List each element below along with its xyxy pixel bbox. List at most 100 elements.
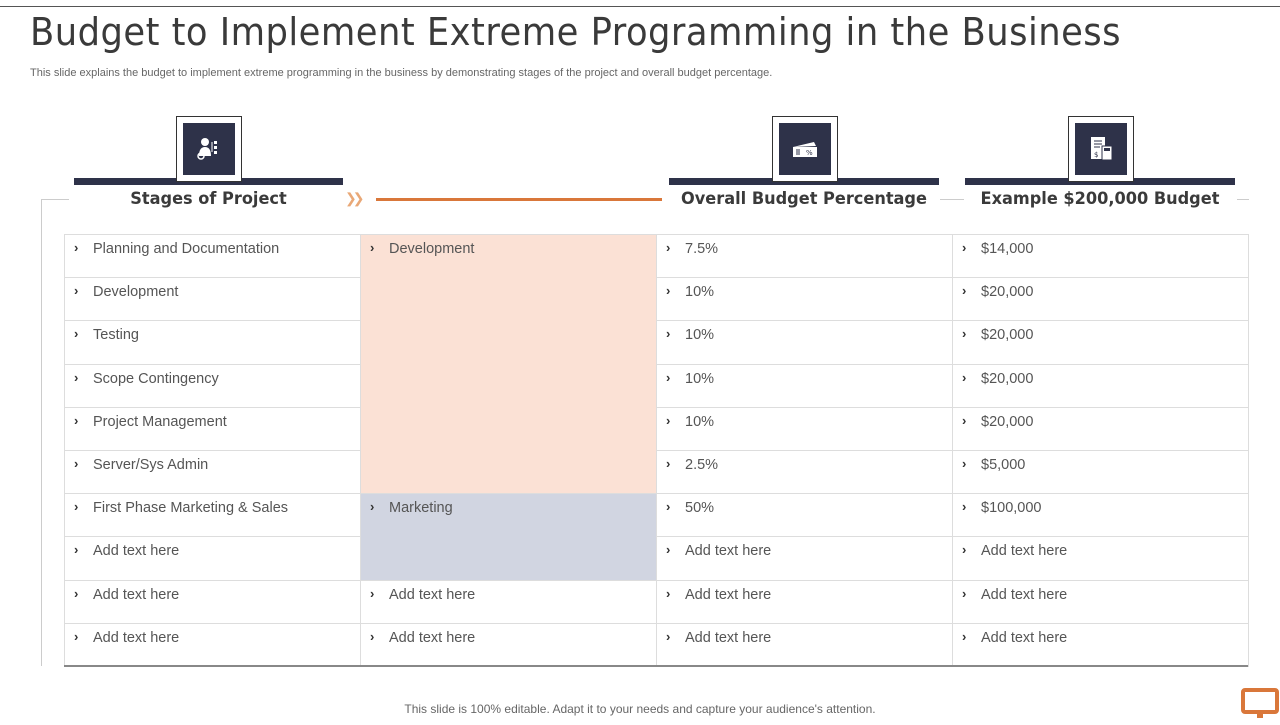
cell-text: 2.5% (685, 457, 719, 473)
cell-text: Planning and Documentation (93, 241, 280, 257)
group-cell: › Add text here (360, 579, 657, 624)
percentage-cell: › 10% (656, 277, 953, 322)
calculator-invoice-icon: $ (1068, 116, 1134, 182)
percentage-cell: › Add text here (656, 579, 953, 624)
chevron-right-icon: › (74, 585, 79, 601)
cell-text: Add text here (981, 586, 1068, 603)
cell-text: Add text here (389, 586, 476, 603)
budget-cell: › $5,000 (952, 450, 1249, 495)
cell-text: Add text here (93, 629, 180, 646)
chevron-right-icon: › (666, 499, 671, 515)
team-structure-icon (176, 116, 242, 182)
cell-text: First Phase Marketing & Sales (93, 500, 289, 517)
stage-cell: › Add text here (64, 622, 361, 667)
svg-text:%: % (806, 149, 813, 157)
cell-text: Project Management (93, 413, 227, 430)
stage-cell: › Development (64, 277, 361, 322)
budget-cell: › $20,000 (952, 277, 1249, 322)
double-chevron-icon: ❯❯ (345, 190, 365, 206)
page-title: Budget to Implement Extreme Programming … (30, 10, 1122, 54)
connector-line (940, 199, 964, 200)
page-subtitle: This slide explains the budget to implem… (30, 67, 773, 79)
chevron-right-icon: › (666, 542, 671, 558)
cell-text: $20,000 (981, 370, 1034, 387)
chevron-right-icon: › (370, 240, 375, 255)
group-cell: › Development (360, 234, 657, 495)
table-bottom-rule (64, 665, 1248, 667)
percentage-cell: › Add text here (656, 536, 953, 581)
header-budget: Example $200,000 Budget (980, 189, 1220, 209)
stage-cell: › Project Management (64, 406, 361, 451)
cell-text: Development (389, 241, 475, 257)
stage-cell: › Scope Contingency (64, 363, 361, 408)
chevron-right-icon: › (666, 283, 671, 299)
chevron-right-icon: › (74, 456, 79, 471)
cell-text: $14,000 (981, 241, 1034, 257)
cell-text: Add text here (685, 629, 772, 646)
chevron-right-icon: › (74, 326, 79, 342)
chevron-right-icon: › (370, 499, 375, 515)
orange-connector (376, 198, 662, 201)
cell-text: $20,000 (981, 284, 1034, 301)
budget-cell: › $20,000 (952, 363, 1249, 408)
chevron-right-icon: › (962, 283, 967, 299)
stage-cell: › Testing (64, 320, 361, 365)
chevron-right-icon: › (370, 585, 375, 601)
percentage-cell: › 10% (656, 320, 953, 365)
cell-text: Add text here (685, 543, 772, 560)
stage-cell: › Add text here (64, 536, 361, 581)
footer-note: This slide is 100% editable. Adapt it to… (404, 702, 876, 716)
cell-text: $100,000 (981, 500, 1042, 517)
chevron-right-icon: › (962, 412, 967, 428)
cell-text: 10% (685, 284, 715, 301)
header-stages: Stages of Project (130, 189, 287, 209)
cell-text: 7.5% (685, 241, 719, 257)
chevron-right-icon: › (962, 240, 967, 255)
chevron-right-icon: › (74, 499, 79, 515)
cell-text: 10% (685, 327, 715, 344)
cell-text: Add text here (685, 586, 772, 603)
cell-text: $20,000 (981, 327, 1034, 344)
cell-text: Add text here (389, 629, 476, 646)
connector-line (1237, 199, 1249, 200)
chevron-right-icon: › (666, 456, 671, 471)
svg-text:$: $ (1094, 151, 1098, 159)
cell-text: $5,000 (981, 457, 1026, 473)
chevron-right-icon: › (962, 369, 967, 385)
chevron-right-icon: › (666, 326, 671, 342)
percentage-cell: › 50% (656, 493, 953, 538)
stage-cell: › First Phase Marketing & Sales (64, 493, 361, 538)
cell-text: Scope Contingency (93, 370, 219, 387)
chevron-right-icon: › (74, 283, 79, 299)
chevron-right-icon: › (962, 326, 967, 342)
budget-cell: › $20,000 (952, 406, 1249, 451)
cell-text: Add text here (93, 543, 180, 560)
chevron-right-icon: › (962, 542, 967, 558)
group-cell: › Add text here (360, 622, 657, 667)
cell-text: Add text here (981, 543, 1068, 560)
monitor-icon (1241, 688, 1279, 725)
cell-text: Add text here (93, 586, 180, 603)
chevron-right-icon: › (666, 585, 671, 601)
header-percentage: Overall Budget Percentage (681, 189, 927, 209)
chevron-right-icon: › (370, 628, 375, 644)
budget-cell: › Add text here (952, 536, 1249, 581)
budget-cell: › $100,000 (952, 493, 1249, 538)
top-rule (0, 6, 1280, 7)
cell-text: Server/Sys Admin (93, 457, 209, 473)
cell-text: Development (93, 284, 179, 301)
chevron-right-icon: › (74, 369, 79, 385)
stage-cell: › Server/Sys Admin (64, 450, 361, 495)
chevron-right-icon: › (666, 369, 671, 385)
budget-cell: › $14,000 (952, 234, 1249, 279)
cell-text: $20,000 (981, 413, 1034, 430)
chevron-right-icon: › (74, 542, 79, 558)
percentage-cell: › 2.5% (656, 450, 953, 495)
budget-cell: › Add text here (952, 579, 1249, 624)
chevron-right-icon: › (74, 412, 79, 428)
cell-text: 50% (685, 500, 715, 517)
stage-cell: › Planning and Documentation (64, 234, 361, 279)
cell-text: Testing (93, 327, 139, 344)
group-cell: › Marketing (360, 493, 657, 581)
chevron-right-icon: › (962, 456, 967, 471)
